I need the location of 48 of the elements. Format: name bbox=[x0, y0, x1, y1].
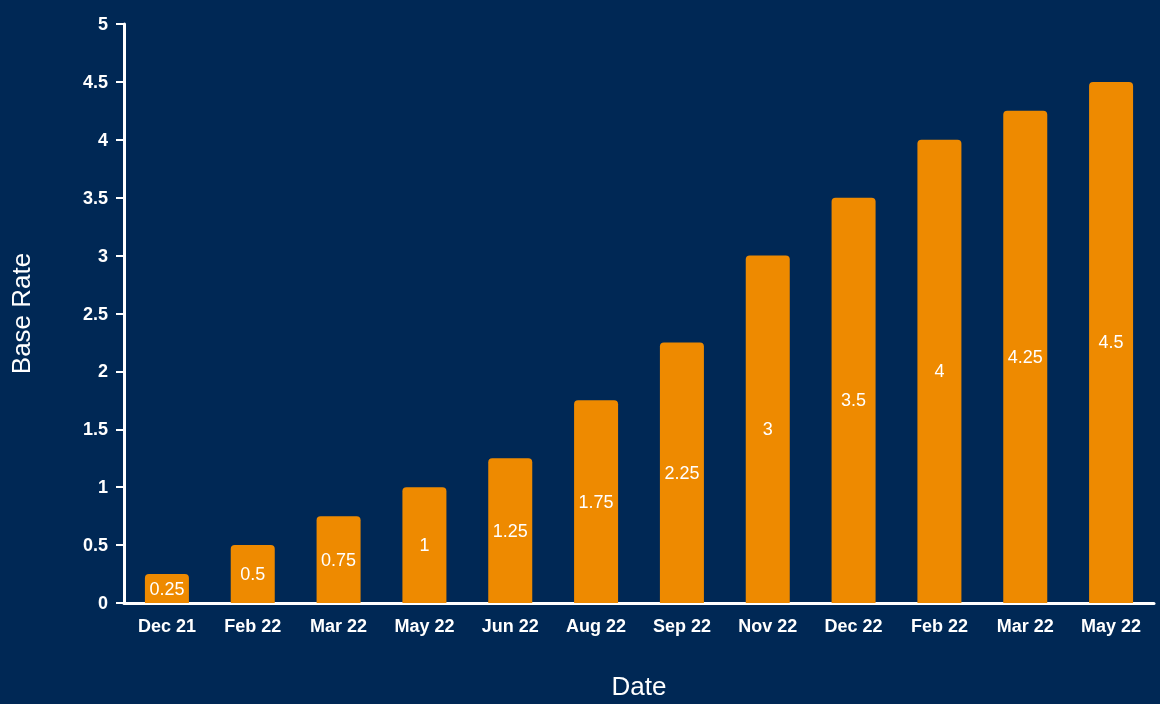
x-tick-label: Nov 22 bbox=[738, 616, 798, 636]
bar bbox=[745, 255, 790, 603]
bar bbox=[659, 342, 704, 603]
x-tick-label: Feb 22 bbox=[910, 616, 968, 636]
y-tick-label: 2 bbox=[97, 361, 108, 382]
y-axis-title: Base Rate bbox=[6, 252, 36, 375]
y-tick-label: 4.5 bbox=[82, 71, 108, 92]
data-label: 4.25 bbox=[1007, 346, 1043, 367]
y-tick-label: 3 bbox=[97, 245, 108, 266]
data-label: 2.25 bbox=[664, 462, 700, 483]
data-label: 0.25 bbox=[149, 578, 185, 599]
y-tick-label: 2.5 bbox=[82, 303, 108, 324]
y-tick-label: 3.5 bbox=[82, 187, 108, 208]
y-tick-label: 4 bbox=[97, 129, 108, 150]
bar bbox=[1089, 81, 1134, 603]
x-tick-label: Jun 22 bbox=[481, 616, 539, 636]
x-tick-label: Mar 22 bbox=[310, 616, 368, 636]
x-tick-label: Dec 21 bbox=[137, 616, 196, 636]
data-label: 3.5 bbox=[841, 390, 867, 411]
y-tick-label: 0.5 bbox=[82, 535, 108, 556]
x-tick-label: Sep 22 bbox=[652, 616, 711, 636]
x-axis-title: Date bbox=[611, 671, 667, 701]
y-tick-label: 0 bbox=[97, 593, 108, 613]
data-label: 4.5 bbox=[1098, 332, 1124, 353]
data-label: 3 bbox=[762, 419, 773, 440]
bar bbox=[230, 545, 275, 603]
y-tick-label: 5 bbox=[97, 14, 108, 34]
x-tick-label: May 22 bbox=[394, 616, 455, 636]
bar bbox=[402, 487, 447, 603]
x-tick-label: Dec 22 bbox=[824, 616, 883, 636]
data-label: 1.25 bbox=[492, 520, 528, 541]
y-tick-label: 1.5 bbox=[82, 419, 108, 440]
data-label: 4 bbox=[934, 361, 945, 382]
y-tick-label: 1 bbox=[97, 477, 108, 498]
x-tick-label: Feb 22 bbox=[224, 616, 282, 636]
bar bbox=[1003, 110, 1048, 603]
data-label: 0.75 bbox=[321, 549, 357, 570]
x-tick-label: Mar 22 bbox=[996, 616, 1054, 636]
x-tick-label: Aug 22 bbox=[566, 616, 627, 636]
x-tick-label: May 22 bbox=[1081, 616, 1142, 636]
bar bbox=[831, 197, 876, 603]
data-label: 1.75 bbox=[578, 491, 614, 512]
data-label: 0.5 bbox=[240, 564, 266, 585]
bar bbox=[574, 400, 619, 603]
data-label: 1 bbox=[419, 535, 430, 556]
bar bbox=[316, 516, 361, 603]
bar bbox=[917, 139, 962, 603]
bar bbox=[488, 458, 533, 603]
